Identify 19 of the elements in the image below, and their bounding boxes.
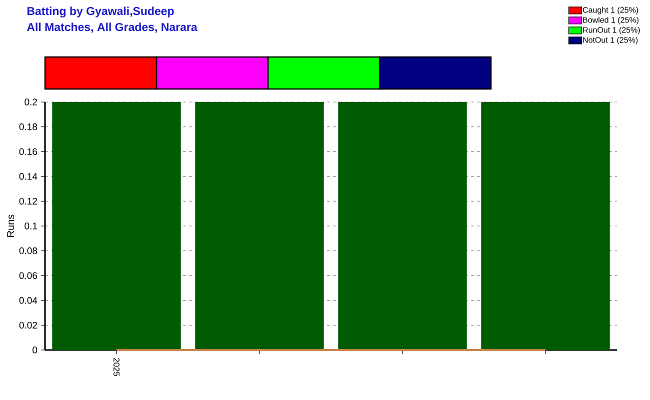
legend-label: RunOut 1 (25%)	[583, 26, 640, 34]
x-tick-label: 2025	[114, 358, 120, 376]
y-tick-label: 0.06	[19, 272, 38, 279]
chart-title: Batting by Gyawali,Sudeep	[27, 6, 174, 18]
chart-subtitle: All Matches, All Grades, Narara	[26, 22, 198, 33]
legend-label: Caught 1 (25%)	[582, 6, 638, 14]
y-tick-label: 0.1	[24, 222, 37, 230]
y-tick-label: 0.14	[19, 173, 38, 180]
y-tick-label: 0.08	[19, 247, 38, 254]
y-tick-label: 0.12	[19, 198, 37, 205]
y-tick-label: 0.18	[19, 123, 38, 130]
legend-label: NotOut 1 (25%)	[583, 36, 638, 44]
y-axis-title: Runs	[7, 214, 14, 237]
y-tick-label: 0.2	[24, 98, 37, 106]
legend-label: Bowled 1 (25%)	[583, 16, 638, 24]
y-tick-label: 0.02	[19, 322, 37, 329]
y-tick-label: 0	[32, 346, 38, 354]
y-tick-label: 0.04	[19, 297, 38, 304]
y-tick-label: 0.16	[19, 148, 38, 155]
